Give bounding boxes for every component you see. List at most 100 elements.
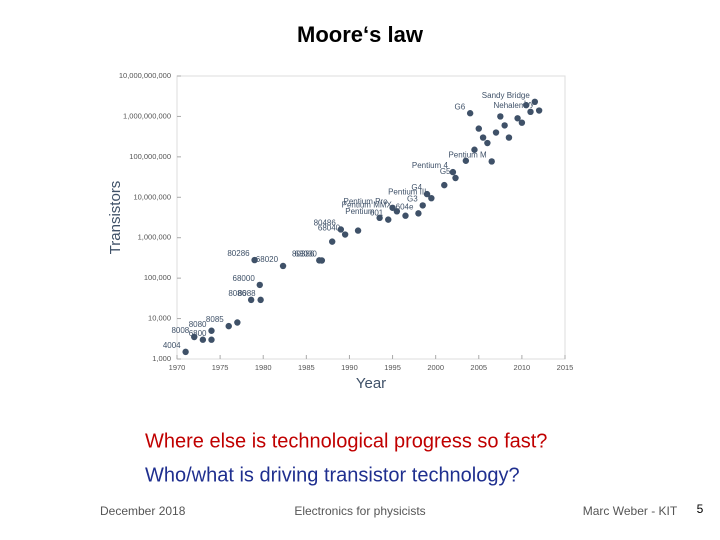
point-label: G4 — [411, 183, 422, 192]
data-point — [256, 281, 263, 289]
data-point — [208, 327, 215, 334]
point-label: 80486 — [314, 219, 337, 228]
point-label: 80386 — [292, 249, 315, 258]
data-point — [484, 139, 491, 147]
data-point — [462, 157, 470, 164]
point-label: Sandy Bridge — [482, 91, 531, 100]
data-point — [354, 227, 362, 234]
data-point — [279, 262, 287, 270]
point-label: Pentium III — [388, 187, 426, 196]
footer-course: Electronics for physicists — [294, 504, 425, 518]
x-tick-label: 1985 — [298, 363, 315, 372]
data-point — [514, 115, 521, 122]
data-point — [449, 168, 457, 176]
data-point — [471, 146, 478, 153]
data-point — [208, 336, 215, 343]
point-label: 8085 — [206, 315, 224, 324]
y-tick-label: 10,000,000,000 — [119, 71, 171, 80]
point-label: Pentium MMX — [342, 200, 393, 209]
x-axis-label: Year — [356, 375, 386, 392]
data-point — [419, 202, 426, 209]
question: Where else is technological progress so … — [145, 430, 547, 452]
y-tick-label: 10,000,000 — [133, 192, 171, 201]
data-point — [501, 122, 508, 129]
data-point — [479, 134, 487, 141]
point-label: G6 — [454, 102, 465, 111]
point-label: G5 — [440, 167, 451, 176]
point-label: 8008 — [171, 326, 189, 335]
point-label: 8080 — [189, 320, 207, 329]
point-label: Pentium 4 — [412, 161, 449, 170]
x-tick-label: 1975 — [212, 363, 229, 372]
point-label: Pentium Pro — [344, 197, 389, 206]
footer-author: Marc Weber - KIT — [583, 504, 678, 518]
point-label: 8088 — [238, 289, 256, 298]
plot-area — [176, 75, 566, 360]
data-point — [318, 257, 326, 264]
x-tick-label: 2015 — [557, 363, 574, 372]
footer-date: December 2018 — [100, 504, 186, 518]
data-point — [423, 190, 431, 198]
question: Who/what is driving transistor technolog… — [145, 464, 520, 486]
data-point — [247, 296, 255, 304]
y-tick-label: 10,000 — [148, 314, 171, 323]
data-point — [385, 216, 392, 223]
data-point — [402, 212, 409, 219]
x-tick-label: 2000 — [427, 363, 444, 372]
data-point — [497, 113, 504, 120]
data-point — [441, 181, 448, 189]
x-tick-label: 1995 — [384, 363, 401, 372]
data-point — [523, 101, 530, 109]
point-label: Pentium — [345, 207, 375, 216]
data-point — [428, 194, 435, 202]
x-tick-label: 2010 — [514, 363, 531, 372]
point-label: G3 — [407, 195, 418, 204]
y-tick-label: 1,000 — [152, 354, 171, 363]
y-tick-label: 100,000,000 — [129, 152, 171, 161]
data-point — [527, 108, 534, 116]
data-point — [337, 226, 345, 233]
data-point — [329, 238, 336, 245]
point-label: 8086 — [228, 289, 246, 298]
point-label: 68030 — [295, 250, 318, 259]
data-point — [376, 214, 383, 222]
point-label: Nehalem — [493, 101, 525, 110]
data-point — [341, 231, 349, 238]
data-point — [466, 110, 474, 117]
data-point — [257, 296, 264, 304]
data-point — [415, 210, 422, 217]
data-point — [535, 107, 543, 114]
point-label: 68000 — [233, 274, 256, 283]
point-label: 80286 — [227, 249, 250, 258]
data-point — [488, 158, 495, 165]
point-label: 68020 — [256, 255, 279, 264]
data-point — [452, 174, 459, 182]
point-label: 604e — [396, 202, 414, 211]
y-tick-label: 100,000 — [144, 273, 171, 282]
data-point — [191, 333, 198, 341]
x-tick-label: 1970 — [169, 363, 186, 372]
y-axis-label: Transistors — [107, 181, 124, 255]
data-point — [492, 129, 500, 136]
data-point — [505, 134, 513, 141]
y-tick-label: 1,000,000 — [138, 233, 171, 242]
point-label: Pentium M — [448, 151, 487, 160]
point-label: 601 — [370, 209, 384, 218]
data-point — [389, 204, 396, 211]
x-tick-label: 1990 — [341, 363, 358, 372]
x-tick-label: 1980 — [255, 363, 272, 372]
y-tick-label: 1,000,000,000 — [123, 111, 171, 120]
data-point — [225, 322, 232, 330]
data-point — [531, 98, 539, 106]
data-point — [475, 125, 482, 132]
slide-title: Moore‘s law — [297, 22, 424, 47]
data-point — [234, 319, 241, 326]
data-point — [518, 119, 526, 126]
data-point — [251, 256, 258, 264]
point-label: 68040 — [318, 224, 341, 233]
data-point — [199, 336, 207, 343]
x-tick-label: 2005 — [470, 363, 487, 372]
point-label: 6800 — [189, 329, 207, 338]
data-point — [182, 348, 189, 356]
